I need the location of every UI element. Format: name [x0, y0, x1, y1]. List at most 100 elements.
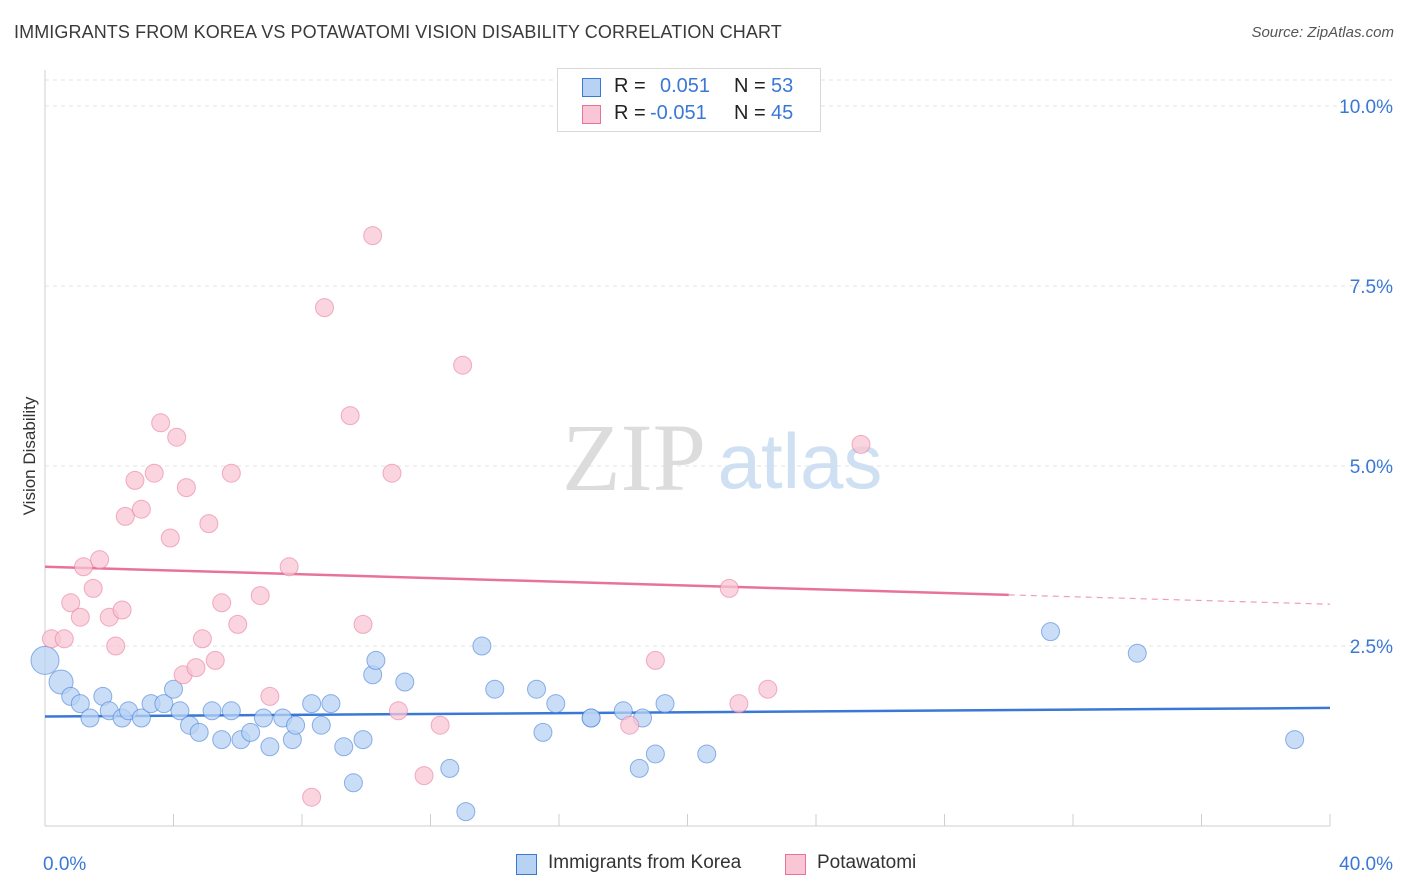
point-korea [131, 708, 151, 728]
point-korea [581, 708, 601, 728]
point-potawatomi [176, 478, 196, 498]
point-korea [212, 730, 232, 750]
point-korea [1041, 622, 1061, 642]
point-korea [80, 708, 100, 728]
point-potawatomi [90, 550, 110, 570]
point-korea [440, 758, 460, 778]
legend-swatch-korea [582, 78, 601, 97]
point-potawatomi [340, 406, 360, 426]
point-potawatomi [106, 636, 126, 656]
point-korea [302, 694, 322, 714]
point-potawatomi [314, 298, 334, 318]
point-potawatomi [382, 463, 402, 483]
point-korea [395, 672, 415, 692]
point-korea [202, 701, 222, 721]
point-potawatomi [363, 226, 383, 246]
point-korea [286, 715, 306, 735]
point-korea [311, 715, 331, 735]
point-potawatomi [851, 434, 871, 454]
legend-swatch-potawatomi [582, 105, 601, 124]
point-potawatomi [160, 528, 180, 548]
legend-n-label: N = [734, 75, 766, 97]
point-potawatomi [186, 658, 206, 678]
point-korea [30, 645, 60, 675]
point-korea [221, 701, 241, 721]
point-potawatomi [144, 463, 164, 483]
point-korea [70, 694, 90, 714]
point-potawatomi [758, 679, 778, 699]
point-korea [253, 708, 273, 728]
point-potawatomi [83, 578, 103, 598]
point-potawatomi [167, 427, 187, 447]
point-potawatomi [61, 593, 81, 613]
bottom-legend-label-korea: Immigrants from Korea [548, 852, 742, 873]
legend-r-label: R = [614, 102, 646, 124]
point-potawatomi [54, 629, 74, 649]
chart-source: Source: ZipAtlas.com [1251, 24, 1394, 41]
point-korea [546, 694, 566, 714]
point-potawatomi [199, 514, 219, 534]
point-potawatomi [430, 715, 450, 735]
point-potawatomi [388, 701, 408, 721]
legend-r-value-korea: 0.051 [660, 75, 711, 97]
point-potawatomi [192, 629, 212, 649]
point-korea [1127, 643, 1147, 663]
point-korea [353, 730, 373, 750]
point-korea [485, 679, 505, 699]
y-tick-label: 2.5% [1350, 637, 1393, 658]
point-potawatomi [221, 463, 241, 483]
legend-r-value-potawatomi: -0.051 [650, 102, 707, 124]
trend-lines [44, 565, 1331, 718]
y-axis-label: Vision Disability [20, 396, 39, 515]
point-potawatomi [453, 355, 473, 375]
point-potawatomi [131, 499, 151, 519]
legend-n-label: N = [734, 102, 766, 124]
point-potawatomi [112, 600, 132, 620]
point-korea [697, 744, 717, 764]
point-korea [260, 737, 280, 757]
point-potawatomi [70, 607, 90, 627]
grid-lines [45, 79, 1392, 647]
watermark-atlas: atlas [718, 417, 883, 505]
axis-labels: 2.5% 5.0% 7.5% 10.0% 0.0% 40.0% Vision Disabil… [20, 97, 1393, 875]
chart-title: IMMIGRANTS FROM KOREA VS POTAWATOMI VISI… [14, 22, 782, 42]
point-potawatomi [279, 557, 299, 577]
point-korea [164, 679, 183, 699]
point-korea [629, 758, 649, 778]
bottom-legend-swatch-korea [516, 854, 537, 875]
point-korea [366, 650, 386, 670]
trend-line-potawatomi [44, 565, 1009, 597]
point-korea [456, 802, 476, 822]
point-korea [655, 694, 675, 714]
watermark-zip: ZIP [562, 404, 706, 511]
point-potawatomi [125, 470, 145, 490]
point-potawatomi [228, 614, 248, 634]
point-korea [472, 636, 492, 656]
bottom-legend-label-potawatomi: Potawatomi [817, 852, 917, 873]
point-korea [343, 773, 363, 793]
point-potawatomi [212, 593, 232, 613]
y-tick-label: 5.0% [1350, 457, 1393, 478]
point-potawatomi [260, 686, 280, 706]
point-korea [154, 694, 174, 714]
trend-line-potawatomi-extension [1008, 594, 1331, 605]
point-potawatomi [302, 787, 322, 807]
point-potawatomi [414, 766, 434, 786]
legend-r-label: R = [614, 75, 646, 97]
point-potawatomi [729, 694, 749, 714]
point-potawatomi [353, 614, 373, 634]
point-korea [527, 679, 547, 699]
point-korea [1285, 730, 1305, 750]
point-korea [241, 722, 261, 742]
legend-n-value-potawatomi: 45 [771, 102, 794, 124]
y-tick-label: 7.5% [1350, 277, 1393, 298]
point-korea [189, 722, 209, 742]
y-tick-label: 10.0% [1339, 97, 1393, 118]
point-potawatomi [115, 506, 135, 526]
legend-n-value-korea: 53 [771, 75, 794, 97]
point-potawatomi [719, 578, 739, 598]
point-korea [170, 701, 190, 721]
point-potawatomi [74, 557, 94, 577]
axes [44, 70, 1331, 827]
